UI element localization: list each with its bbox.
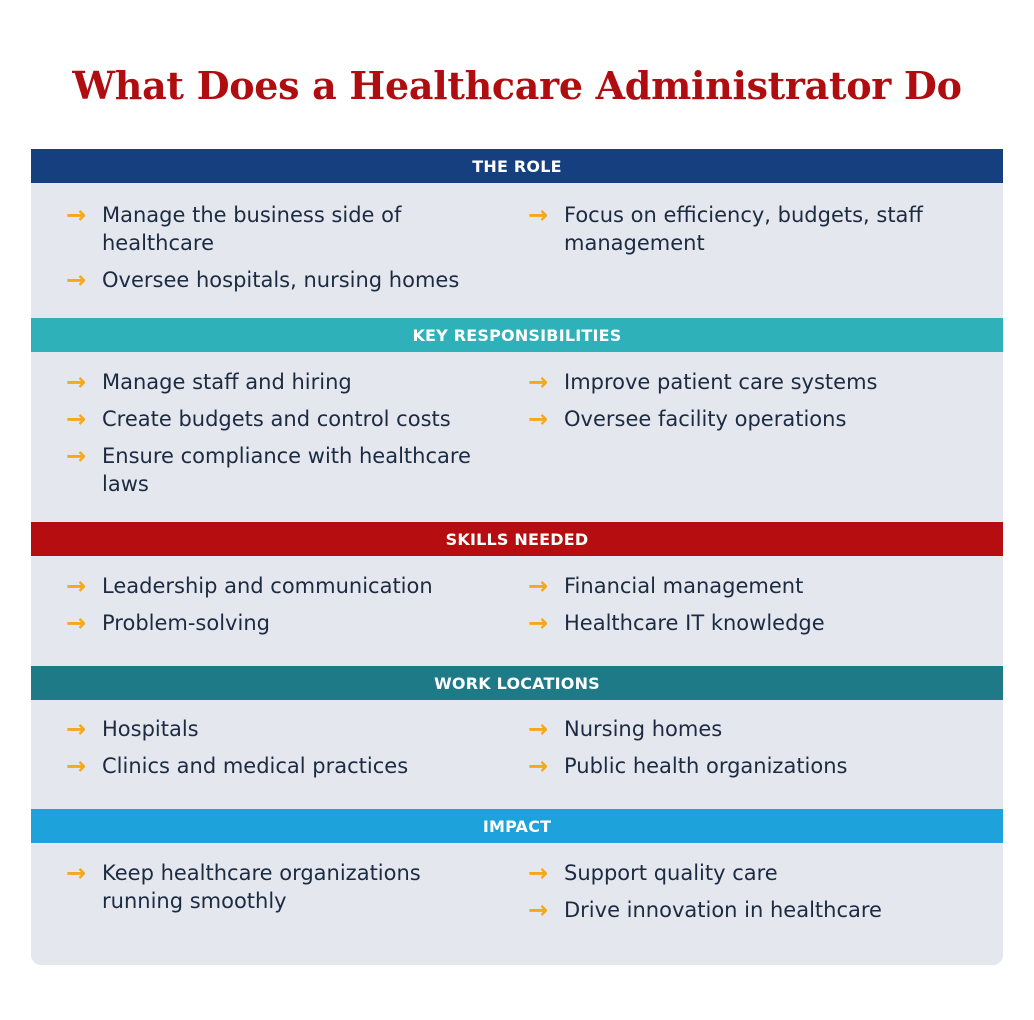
section-header-skills-needed: SKILLS NEEDED — [31, 522, 1003, 556]
section-impact-right-column: → Support quality care → Drive innovation … — [528, 859, 968, 933]
list-item-text: Create budgets and control costs — [102, 407, 451, 431]
list-item-text: Oversee facility operations — [564, 407, 847, 431]
list-item: → Oversee hospitals, nursing homes — [66, 266, 506, 294]
page-title: What Does a Healthcare Administrator Do — [72, 63, 962, 108]
arrow-right-icon: → — [66, 368, 87, 396]
arrow-right-icon: → — [66, 859, 87, 887]
list-item: → Leadership and communication — [66, 572, 506, 600]
list-item-text: Public health organizations — [564, 754, 848, 778]
arrow-right-icon: → — [528, 896, 549, 924]
arrow-right-icon: → — [528, 368, 549, 396]
list-item-text: Support quality care — [564, 861, 778, 885]
section-impact-left-column: → Keep healthcare organizations running s… — [66, 859, 506, 924]
list-item-text: Drive innovation in healthcare — [564, 898, 882, 922]
section-header-work-locations: WORK LOCATIONS — [31, 666, 1003, 700]
arrow-right-icon: → — [528, 859, 549, 887]
arrow-right-icon: → — [528, 201, 549, 229]
list-item: → Problem-solving — [66, 609, 506, 637]
arrow-right-icon: → — [66, 201, 87, 229]
list-item: → Drive innovation in healthcare — [528, 896, 968, 924]
section-the-role-left-column: → Manage the business side of healthcare … — [66, 201, 506, 303]
arrow-right-icon: → — [528, 405, 549, 433]
list-item-text: Clinics and medical practices — [102, 754, 409, 778]
arrow-right-icon: → — [66, 442, 87, 470]
list-item: → Clinics and medical practices — [66, 752, 506, 780]
list-item-text: Leadership and communication — [102, 574, 433, 598]
list-item: → Manage staff and hiring — [66, 368, 506, 396]
list-item-text: Healthcare IT knowledge — [564, 611, 825, 635]
list-item: → Focus on efficiency, budgets, staff man… — [528, 201, 968, 257]
arrow-right-icon: → — [66, 609, 87, 637]
list-item-text: Improve patient care systems — [564, 370, 878, 394]
section-key-responsibilities-right-column: → Improve patient care systems → Oversee f… — [528, 368, 968, 442]
list-item-text: Keep healthcare organizations running sm… — [102, 861, 421, 913]
arrow-right-icon: → — [66, 405, 87, 433]
list-item-text: Oversee hospitals, nursing homes — [102, 268, 460, 292]
section-header-impact: IMPACT — [31, 809, 1003, 843]
arrow-right-icon: → — [66, 752, 87, 780]
section-key-responsibilities-left-column: → Manage staff and hiring → Create budgets… — [66, 368, 506, 507]
section-header-the-role: THE ROLE — [31, 149, 1003, 183]
list-item: → Oversee facility operations — [528, 405, 968, 433]
list-item-text: Ensure compliance with healthcare laws — [102, 444, 471, 496]
list-item: → Healthcare IT knowledge — [528, 609, 968, 637]
list-item-text: Focus on efficiency, budgets, staff mana… — [564, 203, 923, 255]
section-skills-needed-left-column: → Leadership and communication → Problem-s… — [66, 572, 506, 646]
list-item: → Improve patient care systems — [528, 368, 968, 396]
list-item: → Keep healthcare organizations running s… — [66, 859, 506, 915]
list-item: → Financial management — [528, 572, 968, 600]
list-item: → Nursing homes — [528, 715, 968, 743]
list-item: → Hospitals — [66, 715, 506, 743]
arrow-right-icon: → — [66, 572, 87, 600]
list-item: → Support quality care — [528, 859, 968, 887]
info-card: THE ROLE → Manage the business side of he… — [31, 149, 1003, 965]
list-item-text: Nursing homes — [564, 717, 723, 741]
list-item: → Ensure compliance with healthcare laws — [66, 442, 506, 498]
arrow-right-icon: → — [66, 266, 87, 294]
arrow-right-icon: → — [528, 609, 549, 637]
section-header-key-responsibilities: KEY RESPONSIBILITIES — [31, 318, 1003, 352]
section-work-locations-left-column: → Hospitals → Clinics and medical practice… — [66, 715, 506, 789]
section-skills-needed-right-column: → Financial management → Healthcare IT kno… — [528, 572, 968, 646]
arrow-right-icon: → — [528, 715, 549, 743]
list-item-text: Manage staff and hiring — [102, 370, 352, 394]
list-item-text: Problem-solving — [102, 611, 270, 635]
list-item-text: Manage the business side of healthcare — [102, 203, 402, 255]
arrow-right-icon: → — [66, 715, 87, 743]
arrow-right-icon: → — [528, 752, 549, 780]
list-item: → Public health organizations — [528, 752, 968, 780]
list-item: → Manage the business side of healthcare — [66, 201, 506, 257]
list-item: → Create budgets and control costs — [66, 405, 506, 433]
arrow-right-icon: → — [528, 572, 549, 600]
section-the-role-right-column: → Focus on efficiency, budgets, staff man… — [528, 201, 968, 266]
section-work-locations-right-column: → Nursing homes → Public health organizati… — [528, 715, 968, 789]
list-item-text: Hospitals — [102, 717, 199, 741]
list-item-text: Financial management — [564, 574, 804, 598]
